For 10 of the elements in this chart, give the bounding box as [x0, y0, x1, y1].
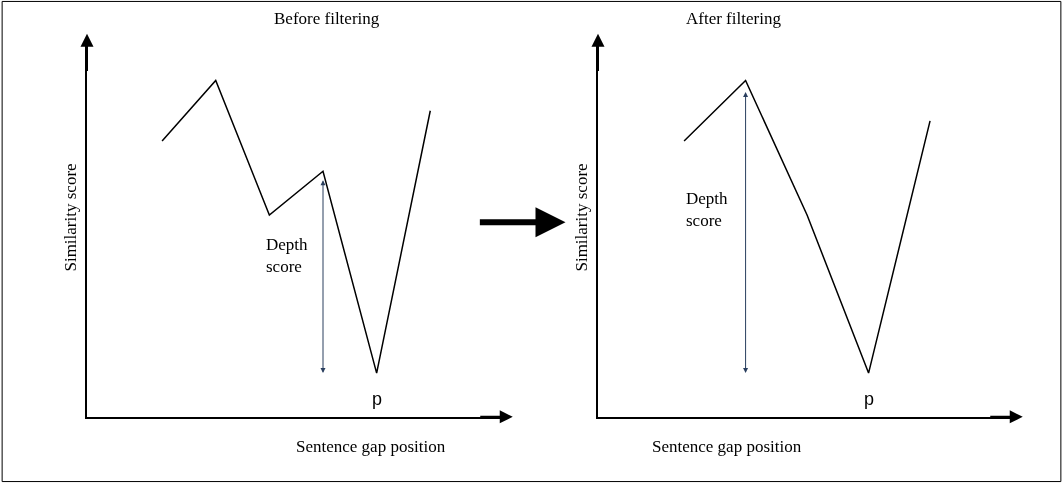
- chart-title: After filtering: [686, 9, 782, 28]
- annotation: p: [864, 389, 875, 409]
- x-axis-title: Sentence gap position: [296, 437, 446, 456]
- y-axis-title: Similarity score: [571, 163, 591, 272]
- annotation: Depth score: [686, 189, 729, 231]
- chart-title: Before filtering: [274, 9, 380, 28]
- annotation: Depth score: [266, 235, 309, 277]
- y-axis-title: Similarity score: [60, 163, 80, 272]
- x-axis-title: Sentence gap position: [652, 437, 802, 456]
- annotation: p: [372, 389, 383, 409]
